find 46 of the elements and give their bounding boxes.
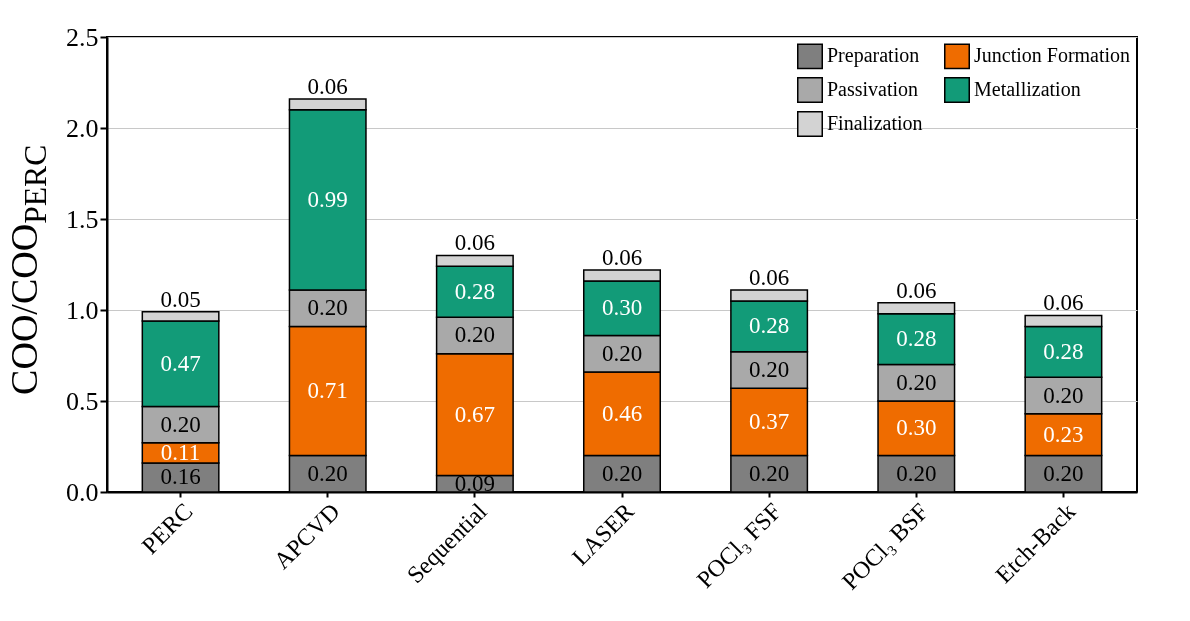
legend-label: Junction Formation bbox=[974, 44, 1131, 67]
y-tick-label: 0.0 bbox=[66, 477, 99, 507]
data-label: 0.09 bbox=[454, 470, 495, 496]
y-tick-label: 0.5 bbox=[66, 386, 99, 416]
legend-label: Metallization bbox=[974, 78, 1081, 100]
data-label: 0.28 bbox=[896, 326, 937, 352]
data-label: 0.20 bbox=[454, 322, 495, 348]
data-label: 0.16 bbox=[160, 464, 201, 490]
data-label: 0.30 bbox=[896, 415, 937, 441]
data-label: 0.06 bbox=[749, 264, 790, 290]
data-label: 0.20 bbox=[307, 460, 348, 486]
data-label: 0.06 bbox=[601, 244, 643, 270]
data-label: 0.28 bbox=[454, 278, 495, 304]
data-label: 0.06 bbox=[1043, 290, 1084, 316]
data-label: 0.28 bbox=[1043, 338, 1084, 364]
data-label: 0.46 bbox=[601, 400, 643, 426]
data-label: 0.37 bbox=[749, 408, 790, 434]
y-tick-label: 2.0 bbox=[66, 113, 99, 143]
data-label: 0.06 bbox=[896, 277, 937, 303]
data-label: 0.06 bbox=[307, 73, 348, 99]
data-label: 0.20 bbox=[601, 460, 643, 486]
y-tick-label: 1.5 bbox=[66, 204, 99, 234]
data-label: 0.23 bbox=[1043, 421, 1084, 447]
legend-label: Passivation bbox=[827, 78, 919, 100]
data-label: 0.71 bbox=[307, 377, 348, 403]
data-label: 0.20 bbox=[307, 295, 348, 321]
data-label: 0.20 bbox=[160, 411, 201, 437]
data-label: 0.20 bbox=[896, 460, 937, 486]
data-label: 0.20 bbox=[749, 460, 790, 486]
data-label: 0.30 bbox=[601, 295, 643, 321]
data-label: 0.28 bbox=[749, 313, 790, 339]
data-label: 0.20 bbox=[1043, 382, 1084, 408]
data-label: 0.99 bbox=[307, 186, 348, 212]
data-label: 0.47 bbox=[160, 350, 201, 376]
data-label: 0.67 bbox=[454, 401, 495, 427]
data-label: 0.11 bbox=[160, 439, 201, 465]
data-label: 0.20 bbox=[601, 340, 643, 366]
data-label: 0.05 bbox=[160, 286, 201, 312]
y-tick-label: 2.5 bbox=[66, 22, 99, 52]
data-label: 0.20 bbox=[896, 369, 937, 395]
data-label: 0.20 bbox=[749, 357, 790, 383]
legend-label: Finalization bbox=[827, 112, 923, 134]
data-label: 0.20 bbox=[1043, 460, 1084, 486]
y-tick-label: 1.0 bbox=[66, 295, 99, 325]
legend-label: Preparation bbox=[827, 44, 920, 68]
data-label: 0.06 bbox=[454, 230, 495, 256]
